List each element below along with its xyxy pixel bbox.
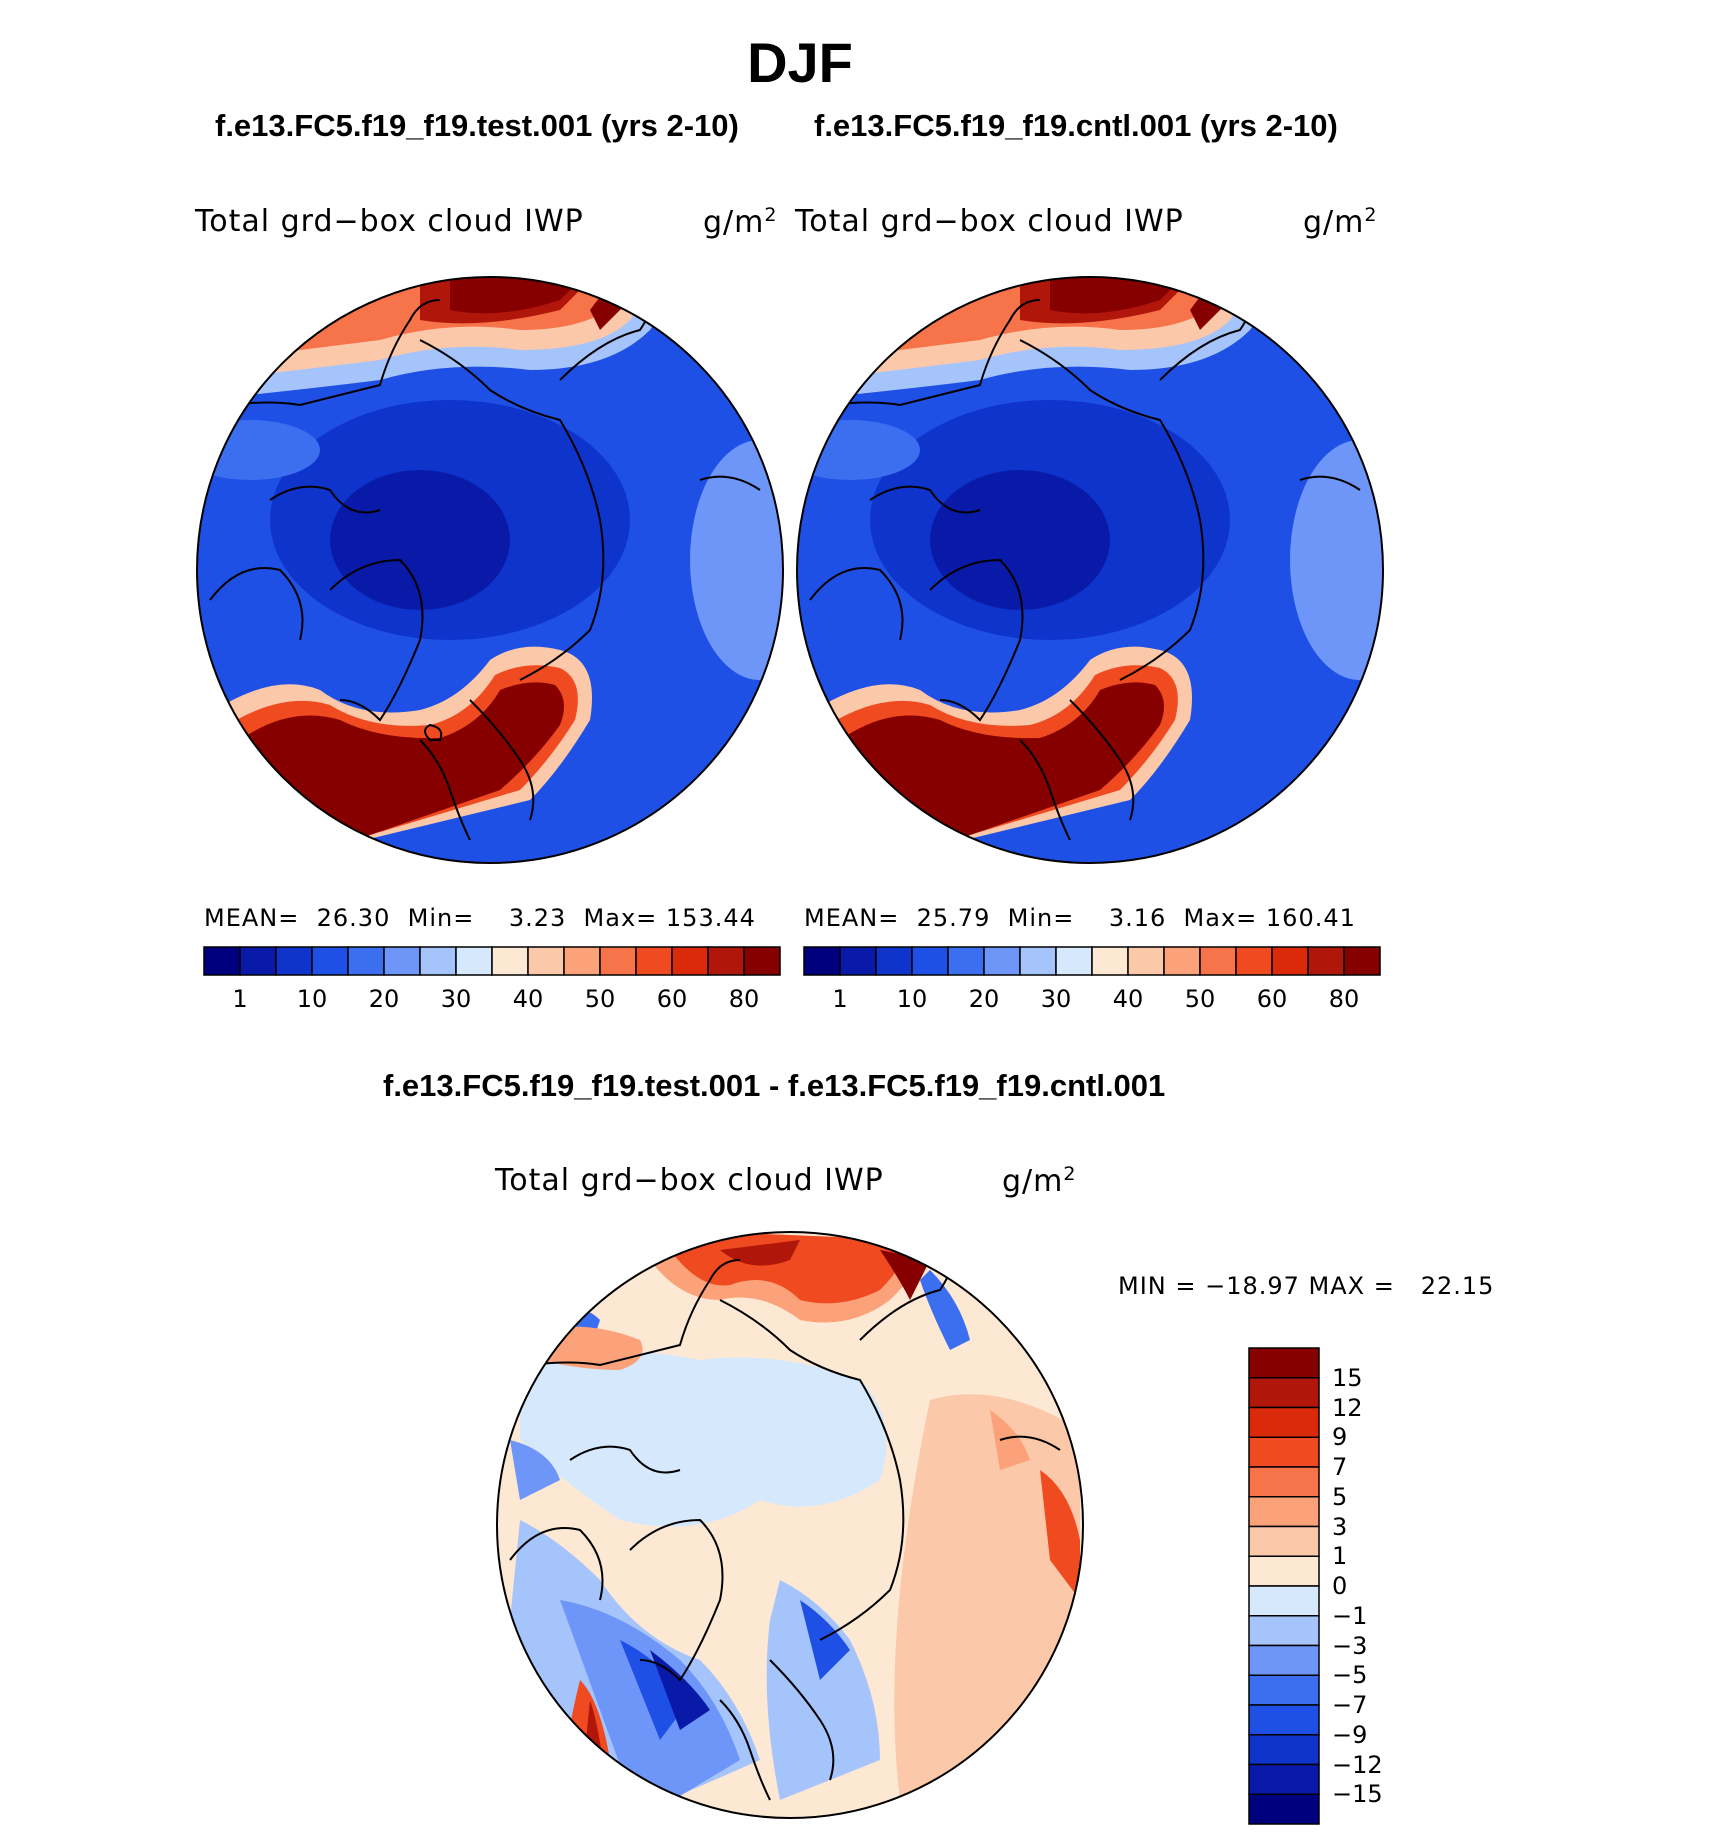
colorbar-tick-label: 30 <box>1040 985 1072 1013</box>
diff-units-label: g/m2 <box>1002 1163 1077 1199</box>
cntl-case-title: f.e13.FC5.f19_f19.cntl.001 (yrs 2-10) <box>814 108 1338 143</box>
colorbar-tick-label: −7 <box>1332 1691 1368 1719</box>
colorbar-swatch <box>1248 1793 1320 1825</box>
panel2-colorbar <box>803 946 1381 976</box>
colorbar-swatch <box>1248 1436 1320 1468</box>
panel1-colorbar-labels: 1 10 20 30 40 50 60 80 <box>204 985 780 1015</box>
colorbar-swatch <box>1199 946 1237 976</box>
panel1-lowest-region <box>330 470 510 610</box>
difference-title: f.e13.FC5.f19_f19.test.001 - f.e13.FC5.f… <box>383 1068 1166 1103</box>
colorbar-tick-label: 1 <box>832 985 848 1013</box>
colorbar-tick-label: 1 <box>232 985 248 1013</box>
diff-colorbar-labels: 15 12 9 7 5 3 1 0 −1 −3 −5 −7 −9 −12 −15 <box>1332 1348 1452 1824</box>
panel1-coastlines <box>209 279 761 841</box>
colorbar-swatch <box>1307 946 1345 976</box>
colorbar-swatch <box>563 946 601 976</box>
colorbar-swatch <box>1055 946 1093 976</box>
panel1-map-boundary <box>196 276 784 864</box>
colorbar-tick-label: −12 <box>1332 1750 1383 1779</box>
colorbar-swatch <box>1248 1466 1320 1498</box>
colorbar-swatch <box>1248 1377 1320 1409</box>
colorbar-tick-label: 12 <box>1332 1393 1363 1422</box>
colorbar-tick-label: 80 <box>1328 985 1360 1013</box>
colorbar-tick-label: 60 <box>656 985 688 1013</box>
diff-map-boundary <box>496 1231 1084 1819</box>
colorbar-tick-label: −1 <box>1332 1601 1368 1630</box>
figure-title: DJF <box>747 31 853 94</box>
colorbar-tick-label: −9 <box>1332 1720 1368 1749</box>
panel2-stats: MEAN= 25.79 Min= 3.16 Max= 160.41 <box>804 904 1356 932</box>
colorbar-tick-label: 15 <box>1332 1363 1363 1392</box>
colorbar-swatch <box>347 946 385 976</box>
colorbar-swatch <box>1248 1585 1320 1617</box>
colorbar-swatch <box>1248 1704 1320 1736</box>
colorbar-swatch <box>203 946 241 976</box>
panel1-variable-label: Total grd−box cloud IWP <box>195 204 584 239</box>
colorbar-tick-label: 20 <box>968 985 1000 1013</box>
colorbar-tick-label: 7 <box>1332 1453 1348 1481</box>
colorbar-swatch <box>1248 1734 1320 1766</box>
colorbar-swatch <box>1343 946 1381 976</box>
colorbar-swatch <box>1248 1347 1320 1379</box>
colorbar-swatch <box>911 946 949 976</box>
colorbar-tick-label: 3 <box>1332 1512 1348 1541</box>
colorbar-swatch <box>1235 946 1273 976</box>
colorbar-swatch <box>1091 946 1129 976</box>
colorbar-tick-label: 40 <box>1112 985 1144 1013</box>
colorbar-swatch <box>1248 1615 1320 1647</box>
colorbar-swatch <box>983 946 1021 976</box>
panel1-colorbar <box>203 946 781 976</box>
colorbar-tick-label: 20 <box>368 985 400 1013</box>
panel1-units-label: g/m2 <box>703 204 778 240</box>
colorbar-swatch <box>1248 1644 1320 1676</box>
panel2-colorbar-labels: 1 10 20 30 40 50 60 80 <box>804 985 1380 1015</box>
colorbar-swatch <box>311 946 349 976</box>
colorbar-tick-label: 9 <box>1332 1423 1348 1452</box>
colorbar-swatch <box>599 946 637 976</box>
colorbar-swatch <box>1127 946 1165 976</box>
panel2-map-boundary <box>796 276 1384 864</box>
colorbar-swatch <box>275 946 313 976</box>
colorbar-tick-label: 50 <box>1184 985 1216 1013</box>
colorbar-swatch <box>419 946 457 976</box>
colorbar-tick-label: 5 <box>1332 1482 1348 1511</box>
colorbar-swatch <box>1248 1496 1320 1528</box>
test-case-title: f.e13.FC5.f19_f19.test.001 (yrs 2-10) <box>215 108 739 143</box>
colorbar-tick-label: 80 <box>728 985 760 1013</box>
colorbar-tick-label: 50 <box>584 985 616 1013</box>
colorbar-tick-label: −3 <box>1332 1631 1368 1660</box>
colorbar-swatch <box>1248 1763 1320 1795</box>
colorbar-tick-label: 10 <box>896 985 928 1013</box>
colorbar-swatch <box>527 946 565 976</box>
colorbar-swatch <box>743 946 781 976</box>
colorbar-swatch <box>839 946 877 976</box>
colorbar-swatch <box>1248 1406 1320 1438</box>
colorbar-tick-label: −15 <box>1332 1780 1383 1809</box>
colorbar-tick-label: 10 <box>296 985 328 1013</box>
colorbar-tick-label: 40 <box>512 985 544 1013</box>
panel2-units-label: g/m2 <box>1303 204 1378 240</box>
colorbar-swatch <box>1248 1525 1320 1557</box>
panel1-light-region <box>690 440 783 680</box>
colorbar-swatch <box>383 946 421 976</box>
panel2-variable-label: Total grd−box cloud IWP <box>795 204 1184 239</box>
colorbar-swatch <box>707 946 745 976</box>
colorbar-tick-label: 30 <box>440 985 472 1013</box>
colorbar-tick-label: 60 <box>1256 985 1288 1013</box>
diff-slight-negative-region <box>520 1350 887 1527</box>
colorbar-swatch <box>1248 1674 1320 1706</box>
diff-min-max: MIN = −18.97 MAX = 22.15 <box>1118 1272 1495 1300</box>
diff-colorbar <box>1248 1347 1320 1825</box>
colorbar-tick-label: 1 <box>1332 1542 1348 1571</box>
diff-variable-label: Total grd−box cloud IWP <box>495 1163 884 1198</box>
colorbar-tick-label: −5 <box>1332 1661 1368 1690</box>
panel2-coastlines <box>809 279 1361 841</box>
panel1-stats: MEAN= 26.30 Min= 3.23 Max= 153.44 <box>204 904 756 932</box>
colorbar-tick-label: 0 <box>1332 1572 1348 1600</box>
colorbar-swatch <box>491 946 529 976</box>
colorbar-swatch <box>1248 1555 1320 1587</box>
